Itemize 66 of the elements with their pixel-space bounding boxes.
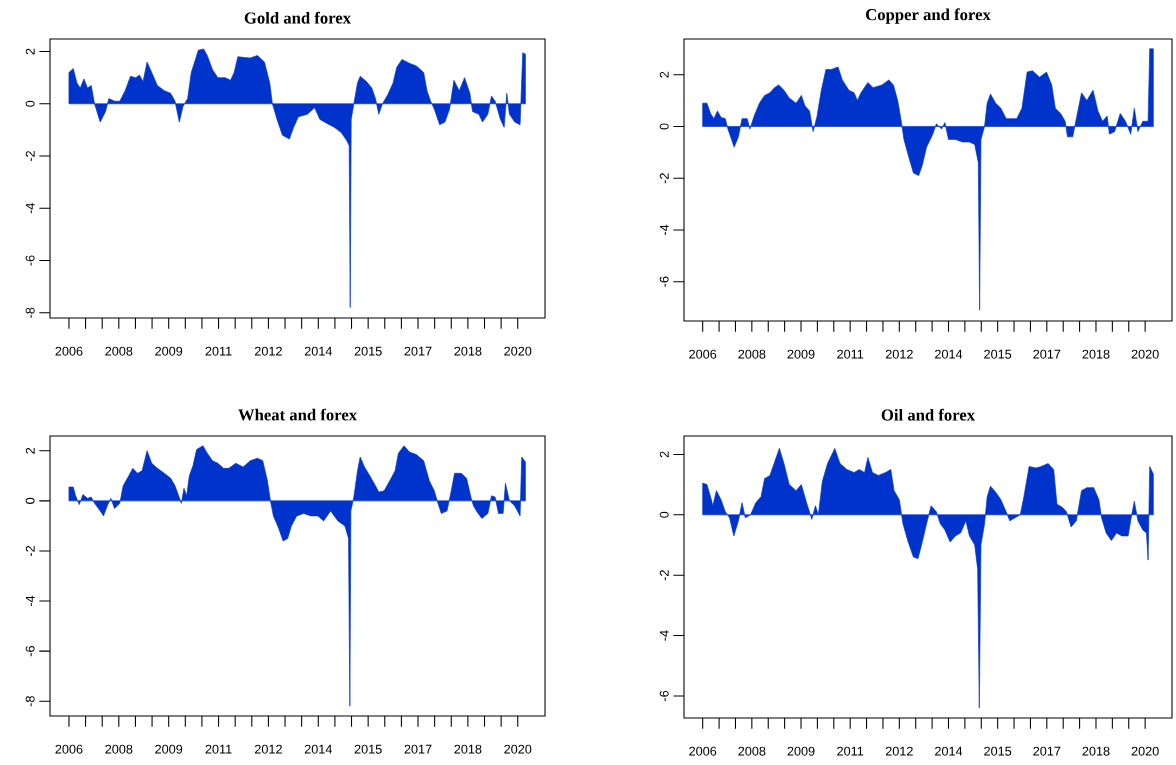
x-tick-label: 2008 <box>738 349 766 359</box>
x-tick-label: 2011 <box>205 744 232 754</box>
x-tick-label: 2011 <box>837 349 864 359</box>
y-tick-label: -6 <box>659 690 669 702</box>
y-tick-label: -6 <box>25 646 35 657</box>
x-tick-label: 2020 <box>1131 746 1159 756</box>
x-tick-label: 2012 <box>885 349 913 359</box>
x-tick-label: 2018 <box>454 346 482 356</box>
x-tick-label: 2015 <box>354 744 382 754</box>
x-tick-label: 2017 <box>1033 349 1061 359</box>
x-tick-label: 2014 <box>935 349 963 359</box>
x-tick-label: 2018 <box>454 744 482 754</box>
y-tick-label: 0 <box>25 100 35 107</box>
x-tick-label: 2009 <box>787 349 815 359</box>
y-tick-label: -4 <box>25 203 35 214</box>
chart-title: Copper and forex <box>866 8 991 24</box>
y-tick-label: 0 <box>659 511 669 518</box>
y-tick-label: -2 <box>25 545 35 557</box>
y-tick-label: 0 <box>25 497 35 504</box>
y-tick-label: 2 <box>659 451 669 458</box>
x-tick-label: 2020 <box>1131 349 1159 359</box>
y-tick-label: -8 <box>25 307 35 318</box>
x-tick-label: 2017 <box>1033 746 1061 756</box>
x-tick-label: 2014 <box>304 346 332 356</box>
x-tick-label: 2012 <box>885 746 913 756</box>
x-tick-label: 2006 <box>689 349 717 359</box>
y-tick-label: -2 <box>25 151 35 162</box>
x-tick-label: 2018 <box>1082 746 1110 756</box>
y-tick-label: -4 <box>659 224 669 235</box>
x-tick-label: 2014 <box>935 746 963 756</box>
x-tick-label: 2008 <box>738 746 766 756</box>
x-tick-label: 2008 <box>105 744 133 754</box>
y-tick-label: -4 <box>659 630 669 641</box>
y-tick-label: 2 <box>25 48 35 55</box>
x-tick-label: 2015 <box>984 746 1012 756</box>
x-tick-label: 2011 <box>837 746 864 756</box>
x-tick-label: 2011 <box>205 346 232 356</box>
x-tick-label: 2017 <box>404 744 432 754</box>
x-tick-label: 2018 <box>1082 349 1110 359</box>
y-tick-label: -2 <box>659 173 669 184</box>
x-tick-label: 2009 <box>787 746 815 756</box>
x-tick-label: 2009 <box>155 346 183 356</box>
x-tick-label: 2006 <box>55 346 83 356</box>
x-tick-label: 2012 <box>254 346 282 356</box>
x-tick-label: 2015 <box>354 346 382 356</box>
x-tick-label: 2006 <box>689 746 717 756</box>
x-tick-label: 2014 <box>304 744 332 754</box>
y-tick-label: 0 <box>659 123 669 130</box>
chart-title: Gold and forex <box>244 11 351 24</box>
x-tick-label: 2008 <box>105 346 133 356</box>
chart-title: Oil and forex <box>881 408 975 421</box>
x-tick-label: 2009 <box>155 744 183 754</box>
y-tick-label: -2 <box>659 570 669 581</box>
x-tick-label: 2017 <box>404 346 432 356</box>
y-tick-label: -4 <box>25 595 35 607</box>
y-tick-label: -6 <box>659 276 669 287</box>
x-tick-label: 2015 <box>984 349 1012 359</box>
y-tick-label: 2 <box>659 71 669 78</box>
x-tick-label: 2012 <box>254 744 282 754</box>
x-tick-label: 2020 <box>504 744 532 754</box>
x-tick-label: 2020 <box>504 346 532 356</box>
chart-title: Wheat and forex <box>238 408 357 421</box>
x-tick-label: 2006 <box>55 744 83 754</box>
y-tick-label: -8 <box>25 696 35 707</box>
y-tick-label: 2 <box>25 447 35 454</box>
y-tick-label: -6 <box>25 255 35 266</box>
